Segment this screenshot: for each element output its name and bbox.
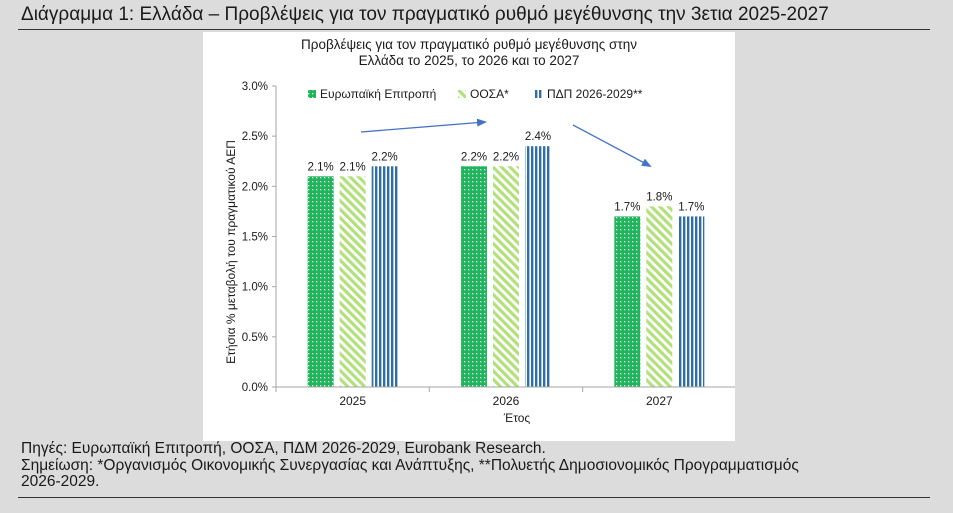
y-tick-label: 1.5% [242, 232, 268, 244]
trend-arrow-up [360, 118, 487, 133]
x-tick-label-2026: 2026 [493, 394, 520, 408]
y-axis: 0.0% 0.5% 1.0% 1.5% 2.0% 2.5% 3.0% [242, 81, 277, 394]
bar-οοσα-2027 [646, 206, 673, 387]
y-tick-label: 1.0% [242, 282, 268, 294]
x-tick-label-2027: 2027 [646, 394, 673, 408]
data-label-ευρωπαϊκή-επιτροπή-2026: 2.2% [461, 151, 487, 163]
legend-label-ευρωπαϊκή-επιτροπή: Ευρωπαϊκή Επιτροπή [320, 87, 436, 101]
chart-title-line2: Ελλάδα το 2025, το 2026 και το 2027 [359, 53, 580, 68]
y-tick-label: 3.0% [242, 81, 268, 93]
y-tick-label: 2.0% [242, 181, 268, 193]
bar-οοσα-2025 [339, 176, 366, 387]
bottom-rule [18, 497, 930, 498]
bar-πδπ-2026-2029-2025 [371, 166, 398, 387]
notes-block: Πηγές: Ευρωπαϊκή Επιτροπή, ΟΟΣΑ, ΠΔΜ 202… [21, 440, 931, 491]
legend-label-πδπ-2026-2029: ΠΔΠ 2026-2029** [547, 87, 643, 101]
data-label-οοσα-2025: 2.1% [340, 161, 366, 173]
bar-group: 2.1% 2.1% 2.2% 2.2% 2.2% 2.4% 1.7% 1.8% 1.7% [307, 131, 705, 387]
data-label-πδπ-2026-2029-2025: 2.2% [372, 151, 398, 163]
bar-οοσα-2026 [493, 166, 519, 387]
y-tick-label: 0.5% [242, 332, 268, 344]
bar-ευρωπαϊκή-επιτροπή-2025 [307, 176, 334, 387]
legend-swatch-οοσα [458, 90, 466, 98]
abbreviation-note-line1: Σημείωση: *Οργανισμός Οικονομικής Συνεργ… [21, 456, 799, 474]
legend-label-οοσα: ΟΟΣΑ* [470, 87, 509, 101]
data-label-ευρωπαϊκή-επιτροπή-2025: 2.1% [308, 161, 334, 173]
trend-arrow-down [572, 124, 652, 167]
y-axis-title: Ετήσια % μεταβολή του πραγματικού ΑΕΠ [224, 140, 238, 364]
bar-πδπ-2026-2029-2026 [525, 146, 551, 387]
title-rule [18, 29, 930, 30]
bar-ευρωπαϊκή-επιτροπή-2026 [461, 166, 487, 387]
bar-ευρωπαϊκή-επιτροπή-2027 [614, 216, 641, 387]
legend-swatch-πδπ-2026-2029 [535, 90, 543, 98]
x-tick-label-2025: 2025 [339, 394, 366, 408]
chart-legend: Ευρωπαϊκή Επιτροπή ΟΟΣΑ* ΠΔΠ 2026-2029** [308, 87, 643, 101]
bar-chart: Προβλέψεις για τον πραγματικό ρυθμό μεγέ… [224, 37, 735, 425]
x-axis: 2025 2026 2027 [275, 386, 735, 408]
data-label-πδπ-2026-2029-2027: 1.7% [678, 201, 704, 213]
y-tick-label: 2.5% [242, 131, 268, 143]
bar-πδπ-2026-2029-2027 [678, 216, 705, 387]
data-label-πδπ-2026-2029-2026: 2.4% [525, 131, 551, 143]
x-axis-title: Έτος [503, 411, 531, 425]
y-tick-label: 0.0% [242, 382, 268, 394]
abbreviation-note-line2: 2026-2029. [21, 473, 100, 490]
sources-note: Πηγές: Ευρωπαϊκή Επιτροπή, ΟΟΣΑ, ΠΔΜ 202… [21, 440, 546, 457]
chart-panel: Προβλέψεις για τον πραγματικό ρυθμό μεγέ… [203, 32, 735, 441]
data-label-ευρωπαϊκή-επιτροπή-2027: 1.7% [614, 201, 640, 213]
legend-swatch-ευρωπαϊκή-επιτροπή [308, 90, 316, 98]
chart-title-line1: Προβλέψεις για τον πραγματικό ρυθμό μεγέ… [301, 37, 637, 52]
figure-title: Διάγραμμα 1: Ελλάδα – Προβλέψεις για τον… [21, 4, 829, 25]
data-label-οοσα-2027: 1.8% [646, 191, 672, 203]
data-label-οοσα-2026: 2.2% [493, 151, 519, 163]
